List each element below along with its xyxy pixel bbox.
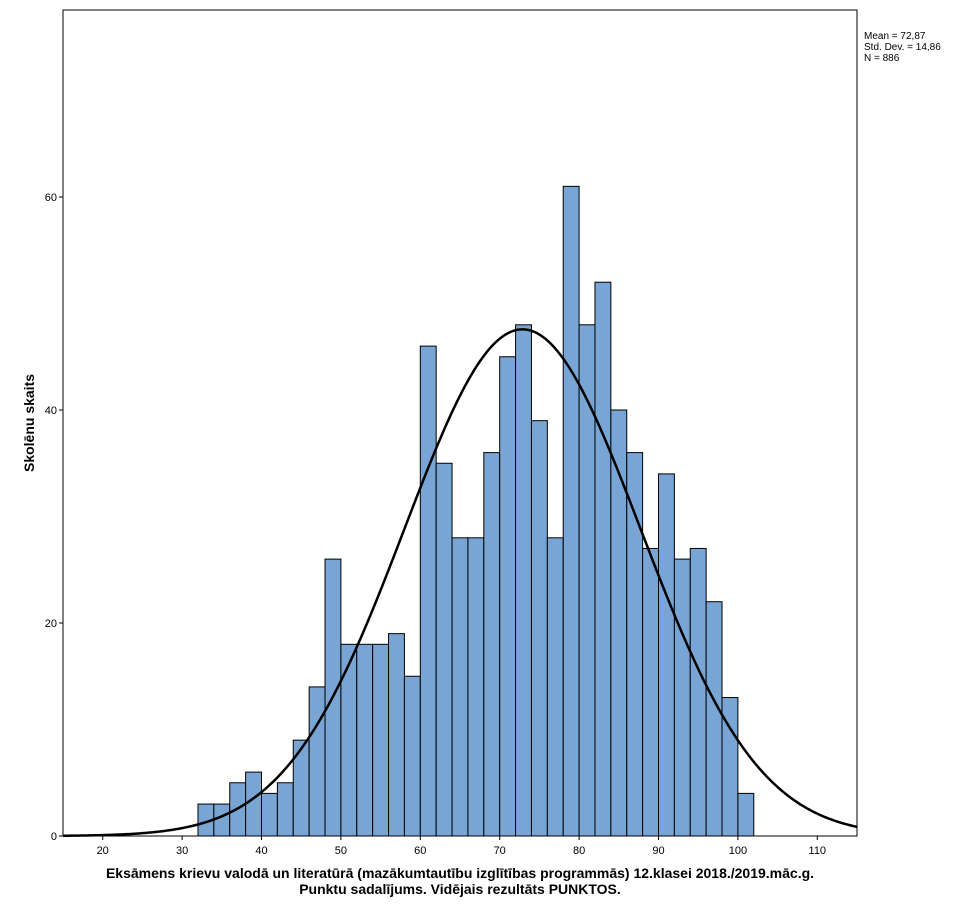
stats-mean: Mean = 72,87 (864, 31, 926, 42)
y-axis-ticks: 0 20 40 60 (45, 192, 63, 843)
histogram-bar (546, 537, 564, 837)
histogram-bars (197, 185, 755, 837)
histogram-bar (594, 281, 612, 837)
normal-curve (62, 328, 858, 837)
y-axis-title: Skolēnu skaits (21, 374, 37, 472)
x-tick-label: 30 (176, 845, 188, 857)
y-tick-label: 0 (51, 831, 57, 843)
histogram-bar (388, 633, 405, 837)
y-tick-label: 40 (45, 405, 57, 417)
histogram-bar (340, 643, 358, 837)
histogram-bar (372, 643, 390, 837)
histogram-bar (705, 601, 723, 837)
histogram-bar (356, 643, 374, 837)
histogram-bar (658, 473, 675, 837)
histogram-bar (689, 547, 707, 837)
histogram-bar (562, 185, 580, 837)
y-tick-label: 20 (45, 618, 57, 630)
histogram-bar (515, 324, 532, 837)
histogram-bar (435, 462, 453, 837)
x-axis-title-line1: Eksāmens krievu valodā un literatūrā (ma… (106, 865, 814, 881)
histogram-bar (673, 558, 691, 837)
histogram-bar (308, 686, 326, 837)
histogram-bar (737, 792, 755, 837)
x-tick-label: 40 (255, 845, 267, 857)
x-tick-label: 70 (494, 845, 506, 857)
histogram-bar (642, 547, 659, 837)
x-tick-label: 50 (335, 845, 347, 857)
histogram-bar (530, 420, 548, 837)
x-tick-label: 100 (729, 845, 747, 857)
y-tick-label: 60 (45, 192, 57, 204)
histogram-bar (483, 452, 501, 837)
histogram-bar (245, 771, 262, 837)
histogram-bar (276, 782, 294, 837)
histogram-bar (213, 803, 231, 837)
x-tick-label: 20 (97, 845, 109, 857)
stats-std-dev: Std. Dev. = 14,86 (864, 42, 941, 53)
histogram-bar (261, 792, 278, 837)
histogram-bar (499, 356, 517, 837)
histogram-bar (626, 452, 644, 837)
stats-n: N = 886 (864, 53, 900, 64)
x-tick-label: 90 (652, 845, 664, 857)
histogram-bar (419, 345, 437, 837)
histogram-bar (467, 537, 485, 837)
x-tick-label: 80 (573, 845, 585, 857)
histogram-bar (403, 675, 421, 837)
histogram-bar (451, 537, 469, 837)
x-axis-title-line2: Punktu sadalījums. Vidējais rezultāts PU… (299, 881, 621, 897)
x-tick-label: 110 (809, 845, 827, 857)
x-axis-ticks: 20 30 40 50 60 70 80 90 100 110 (97, 836, 826, 857)
x-tick-label: 60 (414, 845, 426, 857)
